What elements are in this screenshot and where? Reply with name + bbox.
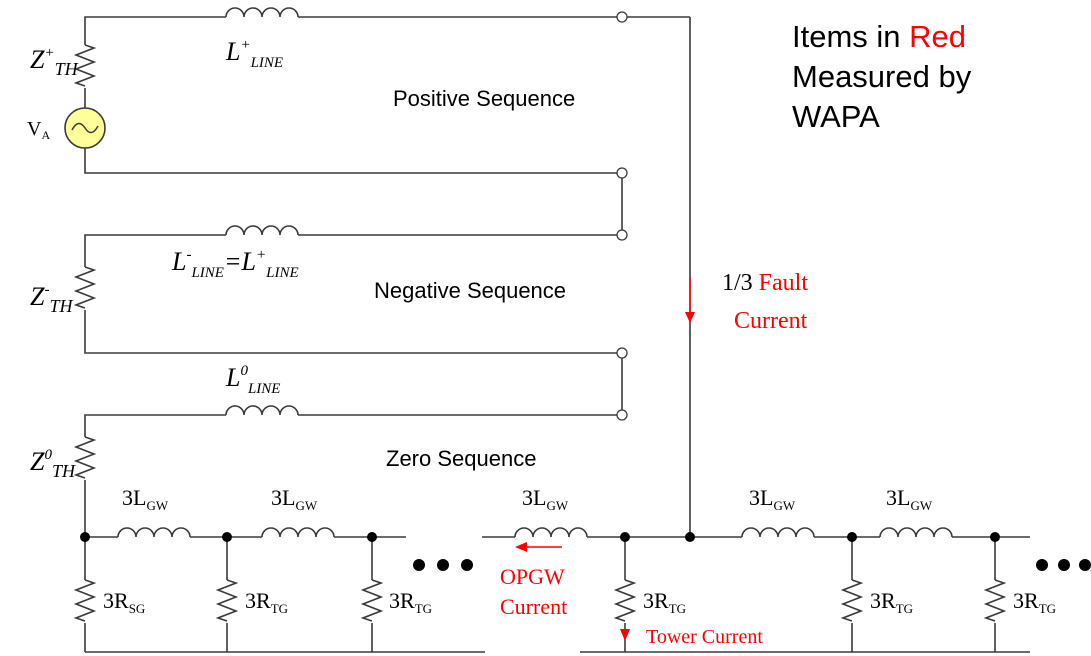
positive-sequence-label: Positive Sequence [393, 86, 575, 111]
ground-wire-inductor-label: 3LGW [522, 485, 569, 513]
tower-ground-resistor [362, 579, 382, 622]
legend-line-3: WAPA [792, 99, 880, 134]
positive-line-inductor [225, 7, 299, 18]
tower-ground-resistor-label: 3RTG [870, 588, 913, 616]
fault-current-label: 1/3 Fault [722, 270, 808, 296]
substation-ground-resistor [75, 579, 95, 622]
legend-line-2: Measured by [792, 59, 972, 94]
legend-line-1: Items in Red [792, 19, 966, 54]
terminals [616, 11, 628, 421]
ac-source-icon [64, 107, 106, 149]
opgw-current-label: OPGW [500, 564, 565, 589]
ground-wire-inductor [741, 527, 815, 538]
tower-ground-resistor-label: 3RTG [245, 588, 288, 616]
tower-current-label: Tower Current [646, 626, 763, 648]
positive-line-inductor-label: L+LINE [225, 37, 283, 71]
negative-thevenin-impedance [75, 266, 95, 309]
tower-ground-resistor [842, 579, 862, 622]
ground-wire-inductor [879, 527, 953, 538]
ground-wire-inductor [514, 527, 588, 538]
source-label: VA [27, 118, 50, 142]
opgw-current-label-line2: Current [500, 594, 567, 619]
negative-sequence-label: Negative Sequence [374, 278, 566, 303]
negative-line-inductor-label: L-LINE=L+LINE [171, 247, 299, 281]
ground-wire-network [75, 527, 1091, 653]
zero-line-inductor-label: L0LINE [225, 363, 280, 397]
zero-sequence-circuit [75, 358, 623, 537]
ground-wire-inductor-label: 3LGW [749, 485, 796, 513]
continuation-dots [1036, 559, 1091, 571]
tower-ground-resistor [615, 579, 635, 622]
substation-ground-resistor-label: 3RSG [103, 588, 145, 616]
ground-wire-inductor [117, 527, 191, 538]
positive-sequence-circuit [64, 7, 691, 537]
negative-sequence-circuit [75, 178, 623, 354]
tower-ground-resistor [985, 579, 1005, 622]
fault-current-label-line2: Current [734, 308, 808, 334]
continuation-dots [413, 559, 473, 571]
ground-wire-inductor-label: 3LGW [122, 485, 169, 513]
zero-impedance-label: Z0TH [30, 447, 76, 481]
zero-thevenin-impedance [75, 436, 95, 479]
ground-wire-inductor [261, 527, 335, 538]
positive-thevenin-impedance [75, 44, 95, 87]
zero-sequence-label: Zero Sequence [386, 446, 536, 471]
ground-wire-inductor-label: 3LGW [271, 485, 318, 513]
tower-ground-resistor-label: 3RTG [643, 588, 686, 616]
negative-impedance-label: Z-TH [30, 282, 73, 316]
ground-wire-inductor-label: 3LGW [886, 485, 933, 513]
zero-line-inductor [225, 405, 299, 416]
tower-current-arrow-icon [620, 629, 630, 641]
tower-ground-resistor [217, 579, 237, 622]
positive-impedance-label: Z+TH [30, 45, 79, 79]
fault-current-arrow-icon [685, 278, 695, 323]
opgw-current-arrow-icon [515, 542, 562, 552]
negative-line-inductor [225, 225, 299, 236]
tower-ground-resistor-label: 3RTG [1013, 588, 1056, 616]
tower-ground-resistor-label: 3RTG [389, 588, 432, 616]
